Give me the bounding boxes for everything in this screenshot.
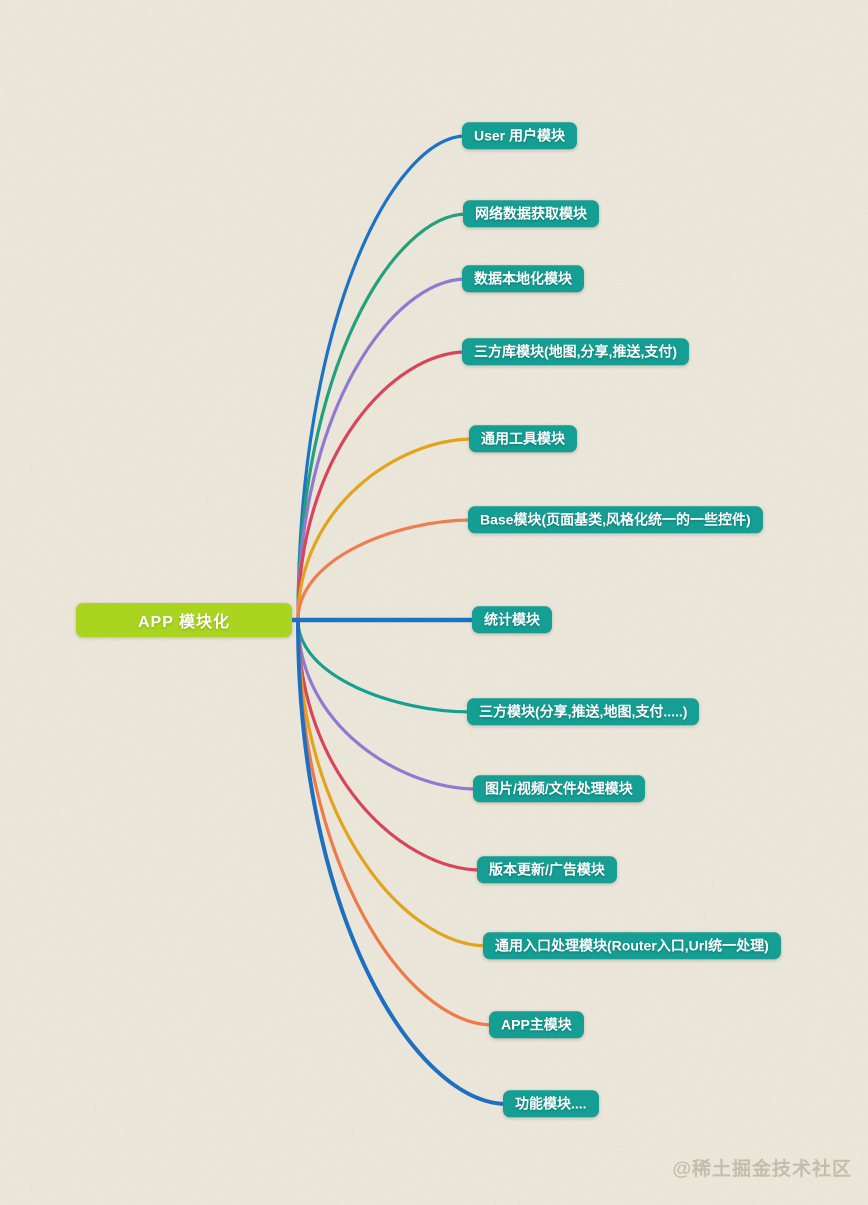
branch-curve	[296, 518, 474, 622]
branch-curve	[296, 618, 483, 872]
mindmap-node[interactable]: 统计模块	[472, 606, 552, 634]
branch-curve	[296, 618, 473, 714]
mindmap-node[interactable]: 三方库模块(地图,分享,推送,支付)	[462, 338, 689, 366]
branch-curve	[296, 212, 469, 622]
mindmap-node[interactable]: 版本更新/广告模块	[477, 856, 617, 884]
branch-curve	[296, 618, 479, 791]
branch-curve	[296, 134, 468, 622]
branch-curve	[296, 437, 475, 622]
mindmap-node[interactable]: Base模块(页面基类,风格化统一的一些控件)	[468, 506, 763, 534]
mindmap-node[interactable]: User 用户模块	[462, 122, 578, 150]
branch-curve	[296, 350, 468, 622]
mindmap-node[interactable]: 三方模块(分享,推送,地图,支付.....)	[467, 698, 700, 726]
branch-curve	[296, 277, 468, 622]
mindmap-node[interactable]: 通用工具模块	[469, 425, 577, 453]
mindmap-node[interactable]: 功能模块....	[503, 1090, 599, 1118]
branch-curve	[296, 618, 509, 1106]
branch-curve	[296, 618, 495, 1027]
branch-curve	[296, 618, 489, 948]
mindmap-node[interactable]: 网络数据获取模块	[463, 200, 599, 228]
mindmap-root-node[interactable]: APP 模块化	[76, 603, 292, 637]
mindmap-node[interactable]: 数据本地化模块	[462, 265, 584, 293]
mindmap-node[interactable]: APP主模块	[489, 1011, 584, 1039]
mindmap-node[interactable]: 通用入口处理模块(Router入口,Url统一处理)	[483, 932, 781, 960]
mindmap-node[interactable]: 图片/视频/文件处理模块	[473, 775, 645, 803]
